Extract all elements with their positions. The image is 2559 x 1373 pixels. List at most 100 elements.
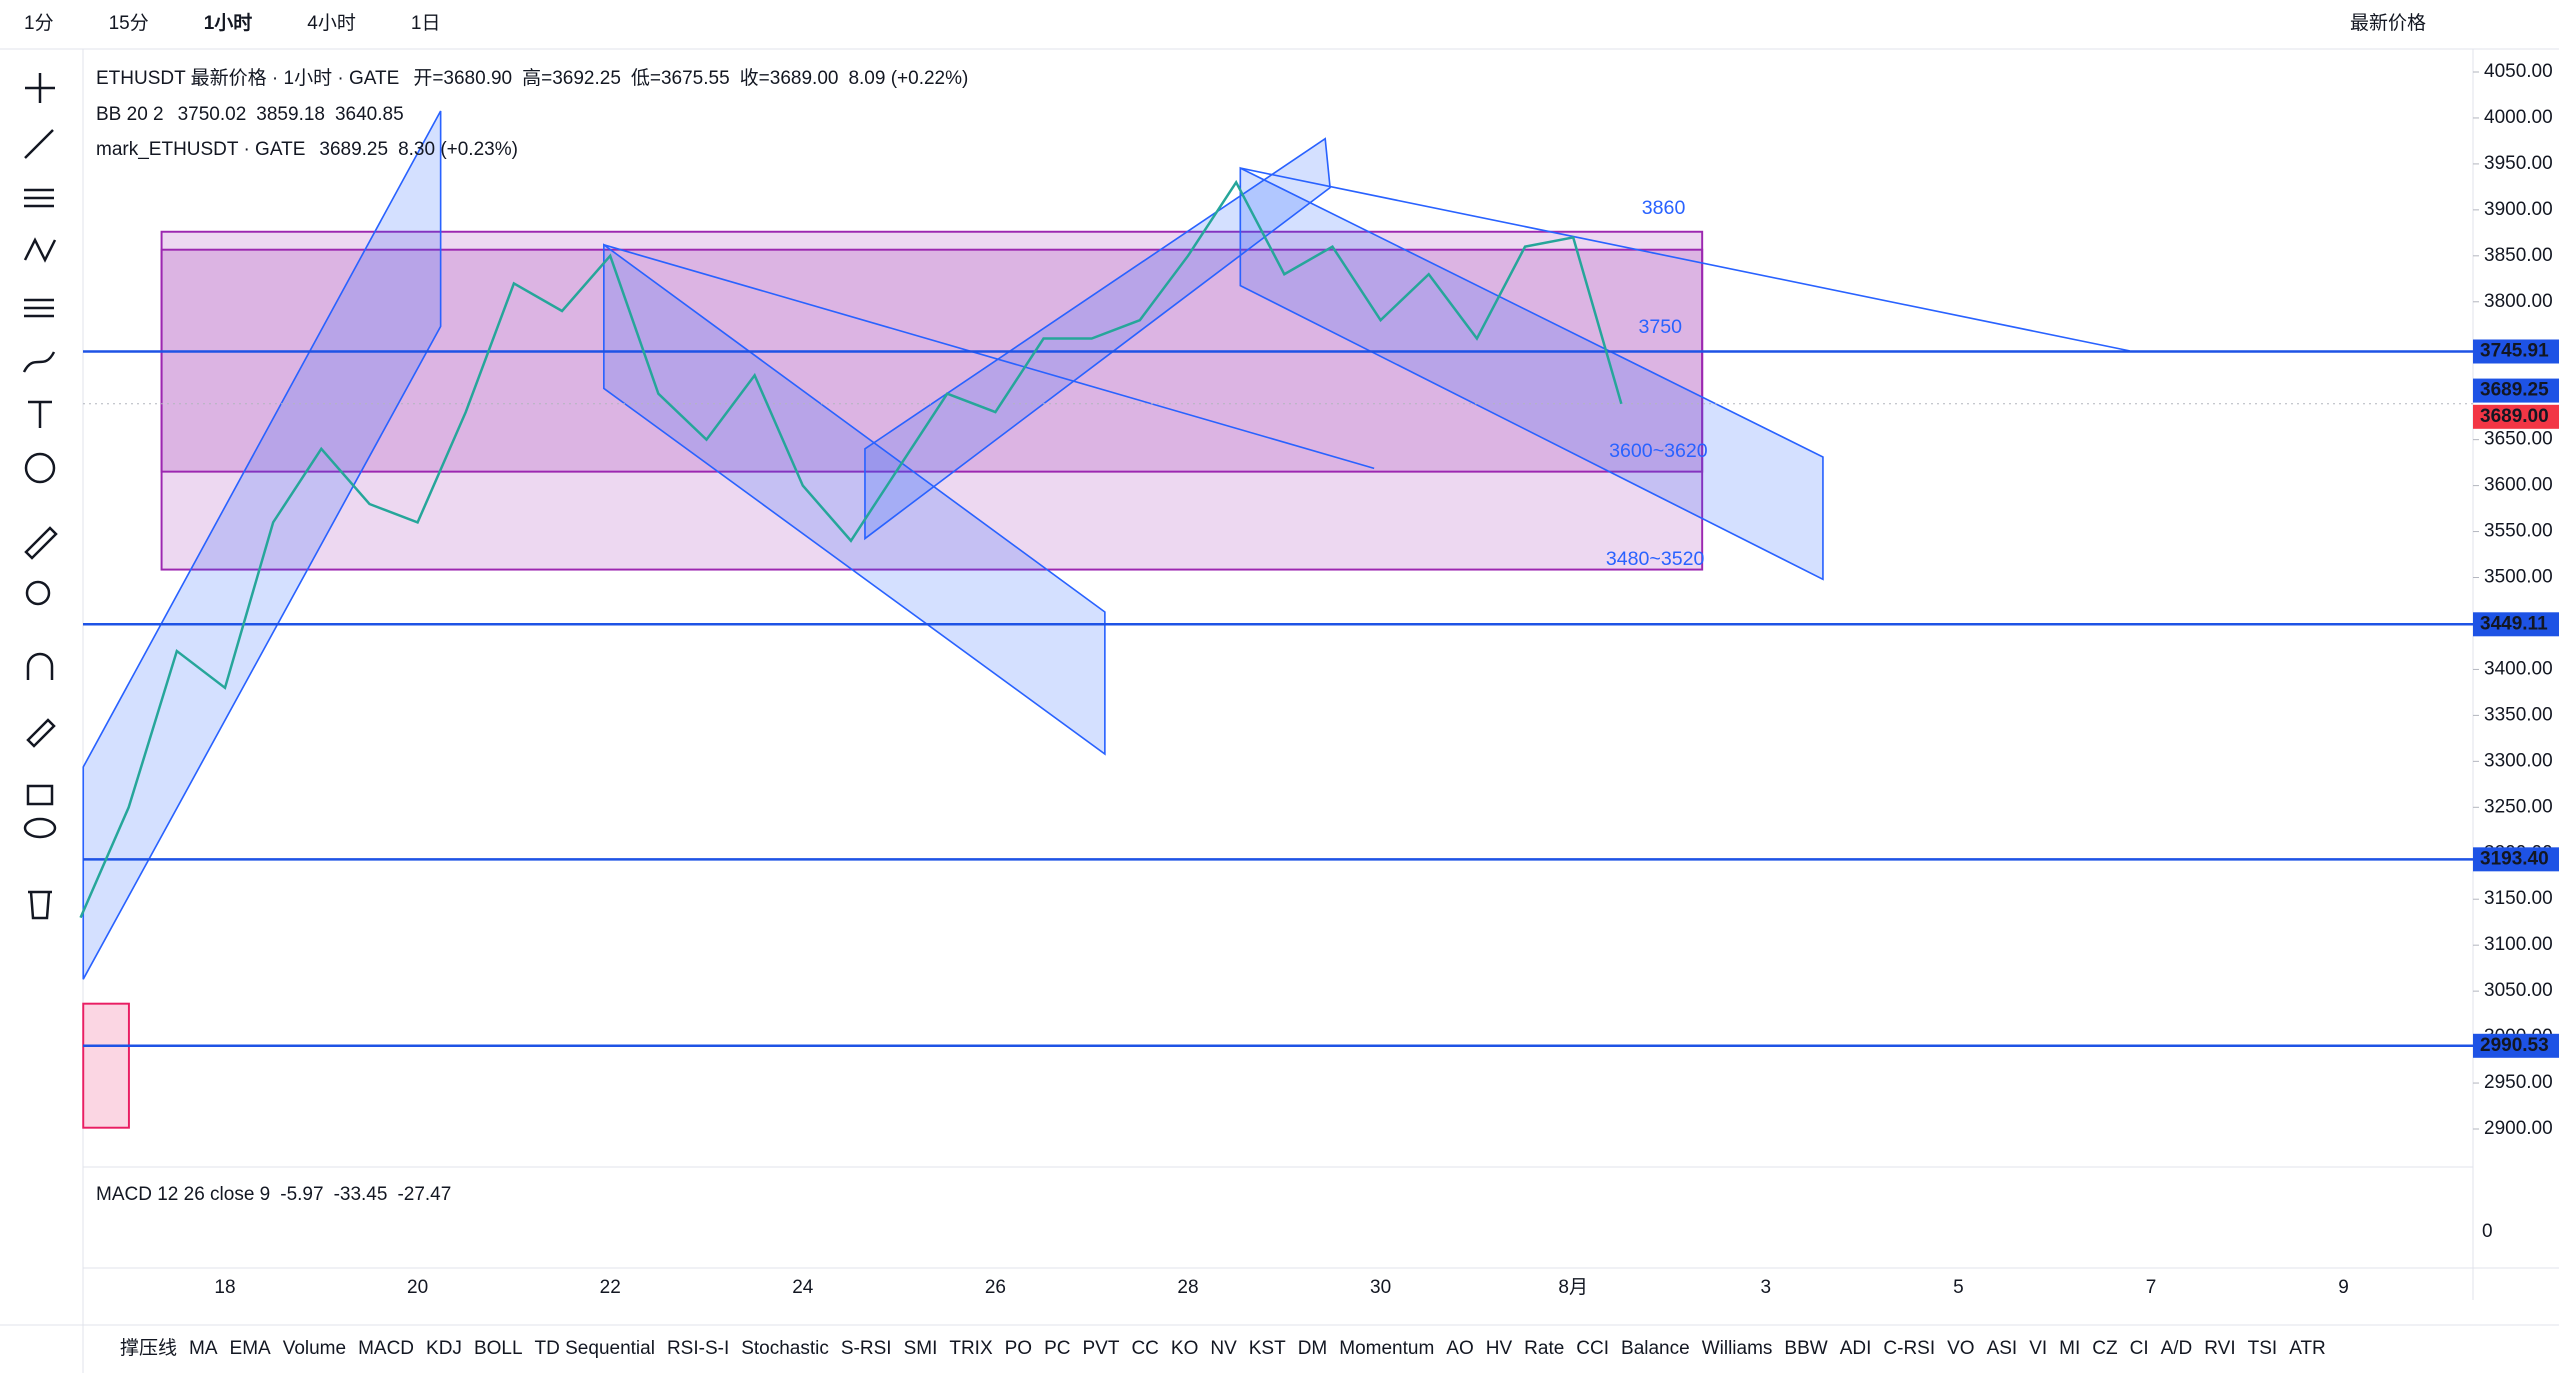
- indicator-item[interactable]: TRIX: [949, 1338, 993, 1359]
- indicator-item[interactable]: RSI-S-I: [667, 1338, 729, 1359]
- indicator-item[interactable]: A/D: [2161, 1338, 2193, 1359]
- legend-value: 3750.02: [178, 104, 247, 125]
- legend-value: 开=3680.90: [413, 68, 512, 89]
- x-tick-label: 7: [2146, 1277, 2157, 1298]
- price-label: 3745.91: [2480, 341, 2549, 362]
- y-tick-label: 2950.00: [2484, 1072, 2553, 1093]
- indicator-item[interactable]: CZ: [2092, 1338, 2118, 1359]
- channel: [864, 137, 1331, 541]
- y-tick-label: 3900.00: [2484, 199, 2553, 220]
- indicator-item[interactable]: EMA: [230, 1338, 272, 1359]
- magnet-tool[interactable]: [26, 652, 54, 680]
- indicator-item[interactable]: ATR: [2289, 1338, 2326, 1359]
- legend-value: 高=3692.25: [522, 67, 621, 89]
- left-tools[interactable]: [22, 73, 58, 920]
- line-tool[interactable]: [24, 129, 54, 159]
- legend-value: 8.09 (+0.22%): [848, 68, 968, 89]
- indicator-item[interactable]: Rate: [1524, 1338, 1564, 1359]
- indicator-item[interactable]: SMI: [904, 1338, 938, 1359]
- price-mode[interactable]: 最新价格: [2350, 12, 2426, 34]
- interval-button[interactable]: 4小时: [307, 12, 356, 34]
- x-tick-label: 9: [2338, 1277, 2349, 1298]
- indicator-item[interactable]: PO: [1005, 1338, 1032, 1359]
- pattern-tool[interactable]: [23, 237, 57, 263]
- x-tick-label: 24: [792, 1277, 814, 1298]
- y-tick-label: 3300.00: [2484, 750, 2553, 771]
- indicator-item[interactable]: DM: [1298, 1338, 1328, 1359]
- price-label: 3193.40: [2480, 848, 2549, 869]
- legend: ETHUSDT 最新价格 · 1小时 · GATE BB 20 2 mark_E…: [96, 67, 2493, 1242]
- y-tick-label: 2900.00: [2484, 1118, 2553, 1139]
- indicator-item[interactable]: C-RSI: [1883, 1338, 1935, 1359]
- interval-button[interactable]: 1小时: [204, 12, 253, 34]
- indicator-item[interactable]: S-RSI: [841, 1338, 892, 1359]
- lock-draw-tool[interactable]: [26, 718, 56, 748]
- macd-zero: 0: [2482, 1221, 2493, 1242]
- indicator-item[interactable]: CI: [2130, 1338, 2149, 1359]
- indicator-item[interactable]: PVT: [1082, 1338, 1119, 1359]
- range-box: [160, 248, 1704, 473]
- channel: [1239, 166, 1824, 581]
- indicator-item[interactable]: PC: [1044, 1338, 1070, 1359]
- x-tick-label: 5: [1953, 1277, 1964, 1298]
- x-tick-label: 28: [1177, 1277, 1198, 1298]
- gann-tool[interactable]: [24, 298, 54, 318]
- y-tick-label: 3250.00: [2484, 796, 2553, 817]
- indicator-item[interactable]: KO: [1171, 1338, 1198, 1359]
- indicator-item[interactable]: HV: [1486, 1338, 1513, 1359]
- indicator-item[interactable]: TD Sequential: [535, 1338, 655, 1359]
- interval-button[interactable]: 15分: [109, 12, 149, 34]
- interval-button[interactable]: 1日: [411, 13, 441, 34]
- range-box: [82, 1002, 130, 1129]
- eye-tool[interactable]: [23, 817, 57, 839]
- emoji-tool[interactable]: [24, 452, 56, 484]
- indicator-item[interactable]: Stochastic: [741, 1338, 829, 1359]
- indicator-item[interactable]: BOLL: [474, 1338, 523, 1359]
- indicator-item[interactable]: Williams: [1702, 1338, 1773, 1359]
- indicator-item[interactable]: 撑压线: [120, 1337, 177, 1359]
- x-tick-label: 18: [214, 1277, 235, 1298]
- lock-tool[interactable]: [26, 784, 54, 806]
- indicator-item[interactable]: BBW: [1784, 1338, 1827, 1359]
- price-label-box: [2473, 612, 2559, 637]
- bb-name: BB 20 2: [96, 104, 164, 125]
- text-tool[interactable]: [28, 400, 52, 428]
- indicator-item[interactable]: VI: [2029, 1338, 2047, 1359]
- annotation: 3750: [1639, 316, 1683, 338]
- zoom-tool[interactable]: [25, 580, 51, 606]
- indicator-item[interactable]: NV: [1210, 1338, 1237, 1359]
- indicator-item[interactable]: MA: [189, 1338, 218, 1359]
- indicator-item[interactable]: RVI: [2204, 1338, 2235, 1359]
- x-tick-label: 8月: [1558, 1277, 1588, 1298]
- indicator-item[interactable]: Volume: [283, 1338, 346, 1359]
- price-line: [79, 179, 1623, 919]
- indicator-item[interactable]: ADI: [1840, 1338, 1872, 1359]
- legend-value: 3689.25: [319, 139, 388, 160]
- fib-tool[interactable]: [24, 188, 54, 208]
- ruler-tool[interactable]: [24, 526, 58, 560]
- indicator-item[interactable]: MACD: [358, 1338, 414, 1359]
- indicator-item[interactable]: ASI: [1987, 1338, 2018, 1359]
- brush-tool[interactable]: [22, 351, 56, 373]
- indicator-item[interactable]: KST: [1249, 1338, 1286, 1359]
- price-label: 3689.00: [2480, 406, 2549, 427]
- x-tick-label: 3: [1761, 1277, 1772, 1298]
- y-tick-label: 3550.00: [2484, 521, 2553, 542]
- interval-button[interactable]: 1分: [24, 12, 54, 34]
- x-tick-label: 30: [1370, 1277, 1391, 1298]
- indicator-item[interactable]: MI: [2059, 1338, 2080, 1359]
- trash-tool[interactable]: [28, 890, 52, 920]
- indicator-item[interactable]: VO: [1947, 1338, 1974, 1359]
- indicator-item[interactable]: CCI: [1576, 1338, 1609, 1359]
- indicator-item[interactable]: CC: [1131, 1338, 1158, 1359]
- indicator-item[interactable]: KDJ: [426, 1338, 462, 1359]
- indicator-item[interactable]: AO: [1446, 1338, 1473, 1359]
- x-tick-label: 26: [985, 1277, 1006, 1298]
- indicator-item[interactable]: Balance: [1621, 1338, 1690, 1359]
- y-tick-label: 3100.00: [2484, 934, 2553, 955]
- indicator-item[interactable]: TSI: [2248, 1338, 2278, 1359]
- channel: [603, 243, 1106, 756]
- indicator-item[interactable]: Momentum: [1339, 1338, 1434, 1359]
- macd-name: MACD 12 26 close 9: [96, 1184, 270, 1205]
- trend-line: [1240, 167, 2130, 352]
